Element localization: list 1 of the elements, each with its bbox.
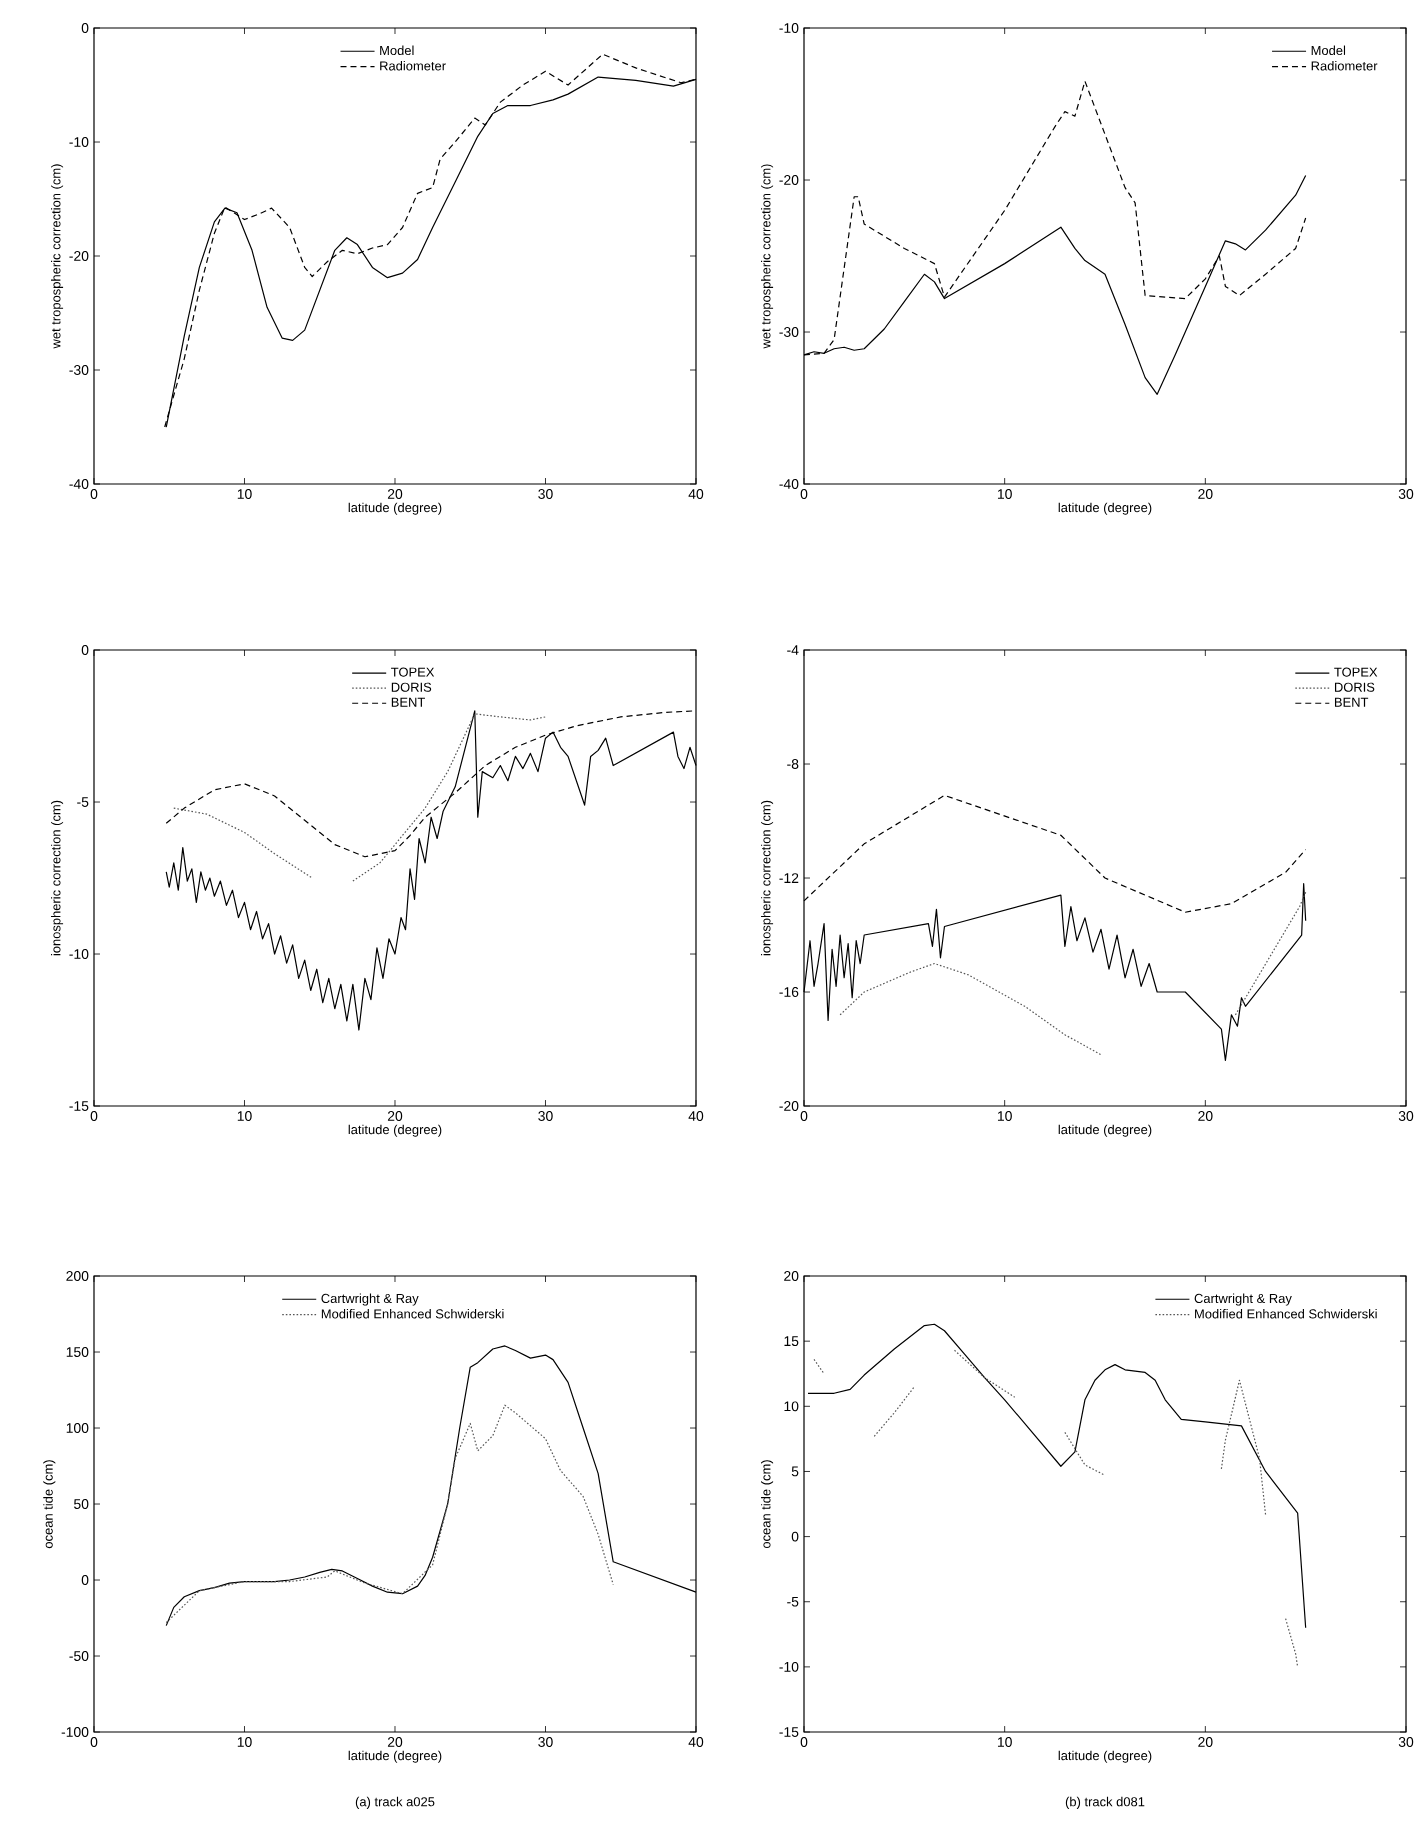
line-series xyxy=(165,1404,614,1624)
